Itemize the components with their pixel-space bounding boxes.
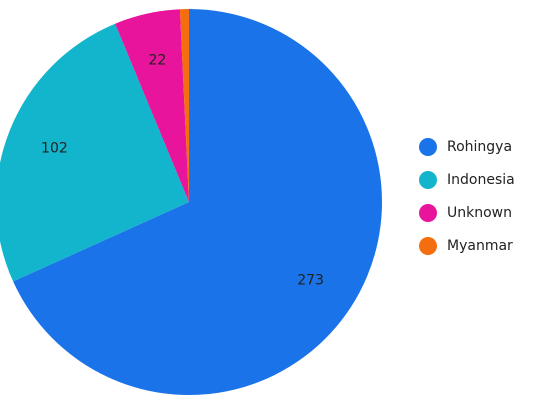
pie-slice [13,9,383,396]
data-label: 22 [149,53,167,69]
legend-label: Indonesia [447,172,515,188]
legend-marker [419,171,437,189]
legend-marker [419,138,437,156]
legend-label: Unknown [447,205,512,221]
pie-slice [179,9,189,202]
legend-label: Rohingya [447,139,512,155]
data-label: 102 [41,141,68,157]
pie-slice [115,9,189,203]
legend-marker [419,204,437,222]
pie-slice [0,23,189,282]
legend-marker [419,237,437,255]
legend-label: Myanmar [447,238,513,254]
data-label: 273 [297,273,324,289]
